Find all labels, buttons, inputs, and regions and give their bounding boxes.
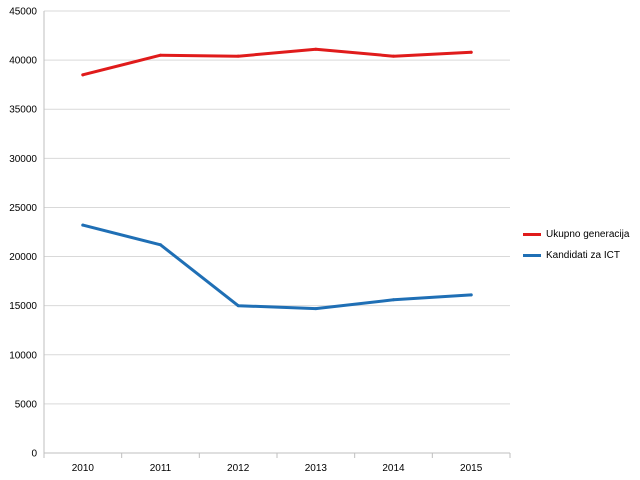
series-line-0 (81, 47, 473, 77)
y-tick-label: 10000 (9, 350, 37, 361)
data-point (469, 293, 473, 297)
legend-item-ict: Kandidati za ICT (523, 245, 629, 266)
legend-swatch-ukupno (523, 233, 541, 236)
x-tick-label: 2010 (72, 463, 95, 474)
y-tick-label: 40000 (9, 56, 37, 67)
legend-swatch-ict (523, 254, 541, 257)
series-line-1 (81, 223, 473, 311)
data-point (469, 50, 473, 54)
data-point (314, 307, 318, 311)
y-tick-label: 15000 (9, 301, 37, 312)
y-tick-label: 0 (31, 449, 37, 460)
y-tick-label: 45000 (9, 7, 37, 18)
data-point (314, 47, 318, 51)
data-point (236, 304, 240, 308)
legend-label-ukupno: Ukupno generacija (546, 229, 630, 240)
data-point (81, 223, 85, 227)
y-tick-label: 35000 (9, 105, 37, 116)
legend-item-ukupno: Ukupno generacija (523, 224, 629, 245)
data-point (159, 243, 162, 247)
data-point (236, 54, 240, 58)
legend-label-ict: Kandidati za ICT (546, 250, 620, 261)
y-tick-label: 25000 (9, 203, 37, 214)
y-tick-label: 20000 (9, 252, 37, 263)
x-tick-label: 2014 (382, 463, 405, 474)
data-point (81, 73, 85, 77)
y-tick-label: 30000 (9, 154, 37, 165)
data-point (159, 53, 162, 57)
x-tick-label: 2013 (305, 463, 328, 474)
data-point (392, 54, 395, 58)
x-tick-label: 2011 (150, 463, 172, 474)
y-tick-label: 5000 (15, 399, 38, 410)
x-tick-label: 2012 (227, 463, 250, 474)
data-point (392, 298, 395, 302)
x-tick-label: 2015 (460, 463, 483, 474)
legend: Ukupno generacija Kandidati za ICT (523, 224, 629, 266)
